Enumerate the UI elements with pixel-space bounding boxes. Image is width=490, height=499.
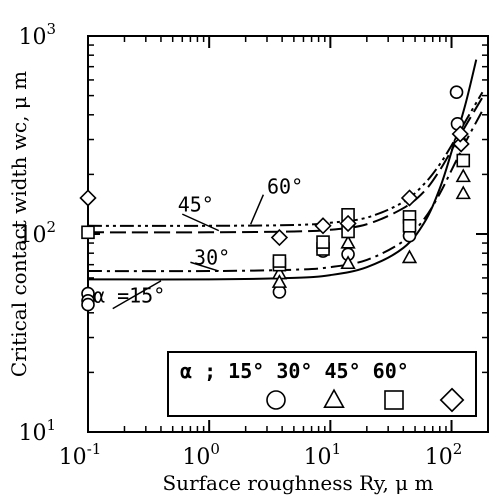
data-point-triangle <box>271 274 288 288</box>
fit-curve-circle <box>88 59 478 281</box>
curve-annotation: α =15° <box>93 284 165 308</box>
data-point-circle <box>449 85 464 100</box>
data-point-square <box>402 219 417 233</box>
fit-curve-diamond <box>88 91 484 227</box>
x-tick-label: 10-1 <box>59 440 102 470</box>
points-group <box>79 85 471 312</box>
x-axis-label: Surface roughness Ry, μ m <box>162 471 433 495</box>
legend-marker-triangle <box>323 388 345 409</box>
data-point-diamond <box>452 135 470 153</box>
x-tick-label: 101 <box>304 440 342 470</box>
legend-marker-circle <box>266 390 286 410</box>
annotation-leader <box>249 194 265 225</box>
legend-box <box>167 351 477 417</box>
curve-annotation: 60° <box>267 175 303 199</box>
legend: α ; 15° 30° 45° 60° <box>167 351 477 417</box>
y-tick-label: 101 <box>18 416 56 446</box>
data-point-square <box>456 153 471 168</box>
data-point-diamond <box>314 217 332 235</box>
data-point-triangle <box>455 168 471 183</box>
x-tick-label: 100 <box>182 440 220 470</box>
data-point-diamond <box>451 125 469 143</box>
data-point-square <box>81 225 95 240</box>
legend-title: α ; 15° 30° 45° 60° <box>180 359 409 383</box>
data-point-square <box>316 235 330 249</box>
curves-group <box>88 59 484 281</box>
data-point-triangle <box>455 185 471 200</box>
y-axis-label: Critical contact width wc, μ m <box>7 71 31 377</box>
fit-curve-triangle <box>88 110 484 273</box>
data-point-diamond <box>79 189 97 207</box>
data-point-square <box>272 254 287 268</box>
data-point-diamond <box>400 189 419 207</box>
data-point-diamond <box>339 214 357 233</box>
curve-annotation: 45° <box>178 192 214 216</box>
data-point-triangle <box>340 234 356 249</box>
curve-annotation: 30° <box>194 246 230 270</box>
annotations-group: α =15° 30° 45° 60° <box>93 175 303 310</box>
data-point-diamond <box>270 228 289 247</box>
annotation-leader <box>112 280 162 310</box>
legend-marker-square <box>384 390 404 410</box>
data-point-triangle <box>340 255 356 270</box>
legend-marker-diamond <box>439 387 465 413</box>
annotation-leader <box>181 213 220 232</box>
x-tick-label: 102 <box>425 440 463 470</box>
fit-curve-square <box>88 96 484 234</box>
y-tick-label: 103 <box>18 20 56 50</box>
data-point-circle <box>81 297 95 312</box>
data-point-triangle <box>401 249 418 264</box>
annotation-leader <box>190 261 219 272</box>
